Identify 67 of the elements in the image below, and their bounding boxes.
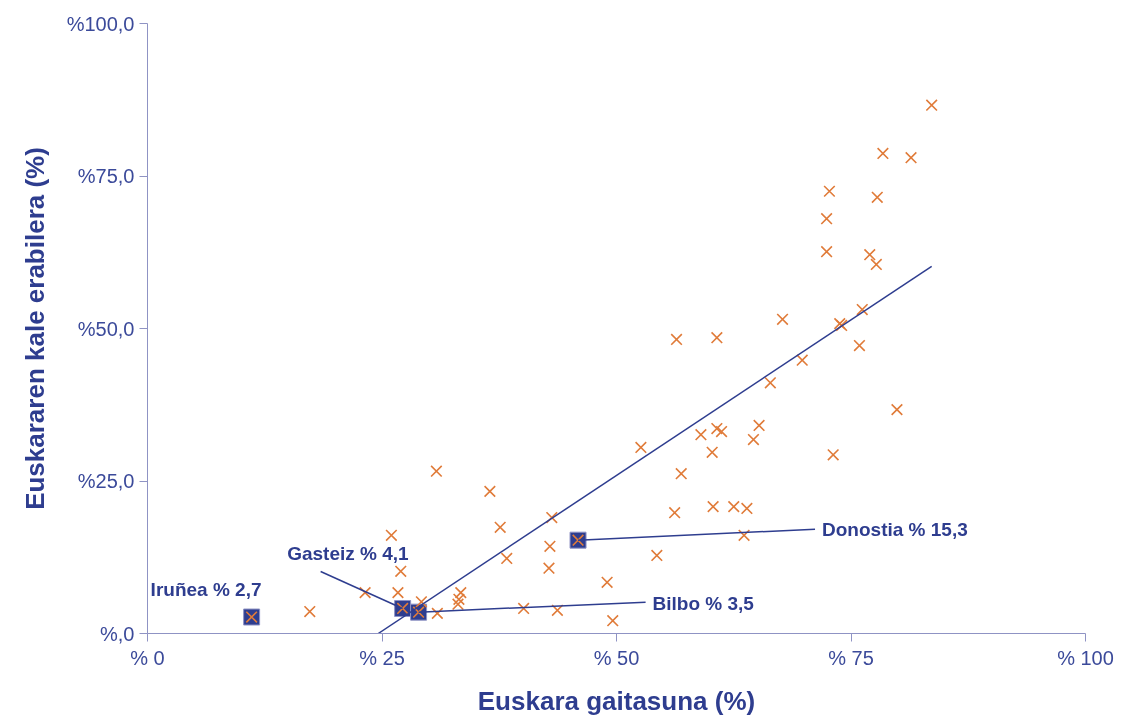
point (634, 441, 647, 454)
y-tick-label: %75,0 (77, 165, 135, 187)
point (871, 191, 884, 204)
point (856, 303, 869, 316)
point (517, 602, 530, 615)
y-axis-title: Euskararen kale erabilera (%) (19, 147, 50, 510)
x-tick-label: % 75 (828, 646, 874, 669)
point (747, 433, 760, 446)
point (551, 604, 564, 617)
point (385, 529, 398, 542)
point (391, 586, 405, 599)
point (415, 595, 428, 608)
point (776, 313, 789, 326)
y-tick-label: %50,0 (77, 317, 135, 340)
point (451, 598, 465, 611)
point (430, 465, 443, 478)
point (494, 521, 507, 534)
point (545, 511, 558, 524)
annotation: Iruñea % 2,7 (150, 578, 262, 600)
point (707, 500, 720, 513)
point (394, 565, 407, 578)
point (650, 549, 663, 562)
point (737, 529, 751, 542)
point (668, 506, 681, 519)
point (827, 448, 840, 461)
annotation: Donostia % 15,3 (822, 518, 968, 540)
point (710, 422, 723, 435)
point (431, 607, 444, 620)
annotation: Gasteiz % 4,1 (287, 542, 410, 564)
annotation: Bilbo % 3,5 (652, 592, 755, 614)
point (710, 331, 723, 344)
point (543, 540, 557, 553)
point (752, 419, 766, 432)
point (823, 185, 836, 198)
point (820, 245, 833, 258)
point (542, 562, 556, 575)
x-tick-label: % 25 (359, 646, 405, 669)
point (870, 258, 883, 271)
point (303, 605, 316, 618)
point (452, 593, 466, 606)
point (715, 425, 728, 438)
point (483, 485, 496, 498)
point (853, 339, 866, 352)
point (500, 552, 513, 565)
point (670, 333, 683, 346)
point (606, 614, 619, 627)
point (675, 467, 688, 480)
y-tick-label: %,0 (100, 622, 135, 645)
point (454, 586, 467, 599)
point (925, 99, 938, 112)
y-tick-label: %100,0 (66, 12, 135, 35)
x-axis-title: Euskara gaitasuna (%) (477, 685, 756, 716)
point (820, 212, 833, 225)
point (904, 151, 918, 164)
point (601, 576, 614, 589)
x-tick-label: % 100 (1057, 646, 1114, 669)
point (359, 586, 372, 599)
point (890, 403, 904, 416)
point (706, 446, 719, 459)
point (694, 428, 708, 441)
y-tick-label: %25,0 (77, 470, 135, 492)
x-tick-label: % 0 (130, 646, 165, 669)
point (863, 248, 876, 261)
point (796, 354, 809, 367)
x-tick-label: % 50 (593, 646, 640, 669)
point (764, 376, 777, 389)
point (876, 147, 889, 160)
